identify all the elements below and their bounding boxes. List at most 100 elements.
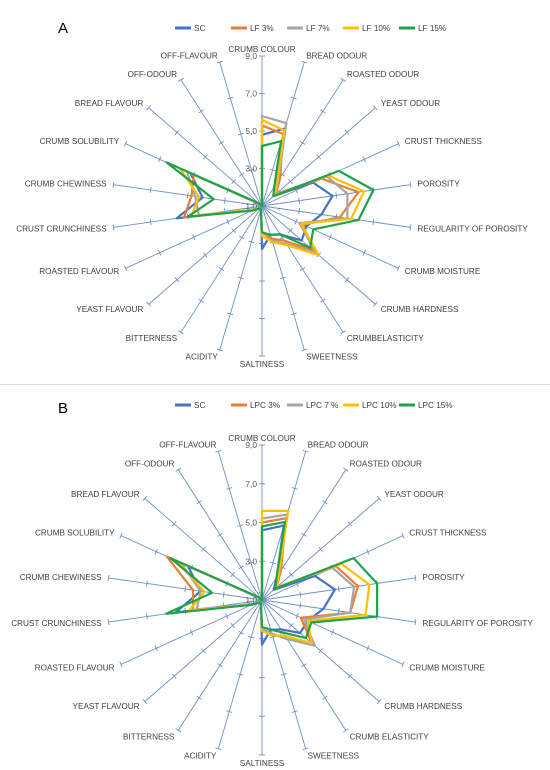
category-label: OFF-ODOUR <box>128 70 178 79</box>
axis-tick <box>294 218 298 225</box>
axis-tick <box>269 168 276 172</box>
axis-tick <box>347 521 353 527</box>
legend: SC LPC 3% LPC 7 % LPC 10% LPC 15% <box>175 401 453 410</box>
axis-tick <box>154 645 158 652</box>
axis-tick <box>290 96 297 100</box>
category-label: BREAD FLAVOUR <box>71 490 140 499</box>
tick-label: 7,0 <box>245 89 257 99</box>
category-label: BITTERNESS <box>126 334 178 343</box>
legend-entry: LF 3% <box>250 24 274 33</box>
axis-tick <box>218 140 225 145</box>
category-label: SALTINESS <box>240 759 285 768</box>
legend-entry: LF 15% <box>418 24 446 33</box>
category-label: SWEETNESS <box>308 751 360 760</box>
axis-tick <box>112 181 115 188</box>
axis-tick <box>291 710 298 713</box>
axis-tick <box>142 495 148 502</box>
axis-tick <box>280 276 287 280</box>
axis-tick <box>344 129 350 135</box>
category-label: CRUST THICKNESS <box>409 529 487 538</box>
axis-tick <box>222 591 225 598</box>
category-label: POROSITY <box>417 180 460 189</box>
axis-tick <box>175 728 181 733</box>
axis-tick <box>298 197 300 204</box>
legend-entry: SC <box>194 24 205 33</box>
axis-tick <box>237 276 244 280</box>
category-label: REGULARITY OF POROSITY <box>422 619 533 628</box>
axis-tick <box>401 661 405 668</box>
axis-tick <box>178 77 184 82</box>
category-labels: CRUMB COLOUR BREAD ODOUR ROASTED ODOUR YEAS… <box>16 45 528 369</box>
axis-tick <box>366 548 370 555</box>
axis-tick <box>373 301 378 307</box>
axis-tick <box>174 277 180 283</box>
tick-label: 3,0 <box>245 556 257 566</box>
axis-tick <box>401 532 405 539</box>
axis-tick <box>216 60 223 64</box>
axis-tick <box>340 330 346 335</box>
category-label: CRUMB CHEWINESS <box>25 180 107 189</box>
axis-tick <box>248 635 255 639</box>
series-line <box>185 114 349 254</box>
category-label: YEAST ODOUR <box>381 99 441 108</box>
axis-tick <box>318 546 323 552</box>
axis-tick <box>372 218 375 226</box>
axis-tick <box>158 156 162 163</box>
axis-tick <box>192 234 196 241</box>
axis-tick <box>112 224 115 231</box>
axis-tick <box>322 500 328 505</box>
category-label: CRUMB MOISTURE <box>409 663 485 672</box>
series-line <box>176 509 371 645</box>
tick-label: 7,0 <box>245 479 257 489</box>
axis-tick <box>269 561 276 565</box>
axis-tick <box>201 546 206 552</box>
tick-labels: 1,0 3,0 5,0 7,0 9,0 <box>245 440 257 605</box>
axis-tick <box>196 695 202 700</box>
axis-tick <box>227 312 234 316</box>
category-label: SALTINESS <box>240 360 285 369</box>
axis-tick <box>409 181 412 188</box>
axis-tick <box>288 572 294 578</box>
radar-chart-a: A SC LF 3% LF 7% LF 10% LF 15% 1,0 3,0 5,0 7,0 9,0… <box>16 20 528 369</box>
axis-tick <box>226 218 230 225</box>
axis-tick <box>238 235 245 240</box>
axis-tick <box>290 312 297 316</box>
axis-tick <box>343 728 349 733</box>
category-label: REGULARITY OF POROSITY <box>417 224 528 233</box>
category-label: OFF-FLAVOUR <box>161 51 218 60</box>
axis-tick <box>158 249 162 256</box>
category-label: YEAST FLAVOUR <box>73 702 140 711</box>
series-line <box>165 140 375 249</box>
category-label: CRUST THICKNESS <box>405 137 483 146</box>
axis-tick <box>373 105 378 111</box>
axis-tick <box>288 622 294 628</box>
category-label: CRUMB CHEWINESS <box>20 573 102 582</box>
radar-chart-b-svg: B SC LPC 3% LPC 7 % LPC 10% LPC 15% 1,0 3,0 5,0 7… <box>11 400 533 768</box>
axis-tick <box>344 277 350 283</box>
axis-tick <box>123 140 128 147</box>
axis-tick <box>238 172 245 177</box>
axis-tick <box>340 77 346 82</box>
axis-tick <box>217 663 223 668</box>
category-label: CRUST CRUNCHINESS <box>16 224 107 233</box>
category-label: BREAD ODOUR <box>308 441 369 450</box>
radar-series <box>165 114 375 257</box>
axis-tick <box>366 645 370 652</box>
category-label: BREAD FLAVOUR <box>75 99 144 108</box>
axis-tick <box>198 298 204 303</box>
tick-labels: 1,0 3,0 5,0 7,0 9,0 <box>245 51 257 211</box>
axis-tick <box>299 140 306 145</box>
category-label: ACIDITY <box>185 353 218 362</box>
axis-tick <box>238 630 244 635</box>
panel-divider <box>0 384 550 385</box>
axis-tick <box>248 168 255 172</box>
axis-tick <box>171 673 177 679</box>
axis-tick <box>142 698 148 705</box>
axis-tick <box>189 629 194 636</box>
axis-tick <box>396 265 401 272</box>
axis-tick <box>146 105 151 111</box>
axis-tick <box>217 532 223 537</box>
axis-tick <box>414 574 417 581</box>
axis-tick <box>237 132 244 136</box>
legend: SC LF 3% LF 7% LF 10% LF 15% <box>175 24 446 33</box>
